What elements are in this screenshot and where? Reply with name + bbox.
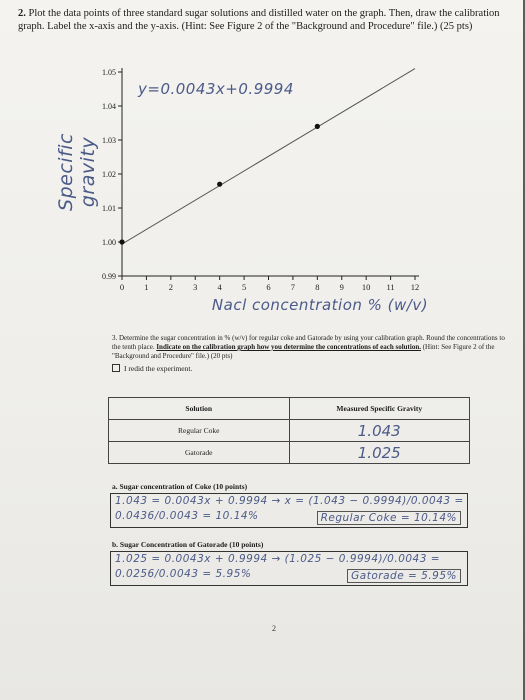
question-3-text: Determine the sugar concentration in % (… bbox=[112, 334, 505, 351]
part-b-final-answer: Gatorade = 5.95% bbox=[347, 569, 461, 583]
x-tick-label: 10 bbox=[362, 282, 371, 292]
y-tick-label: 1.02 bbox=[102, 170, 116, 179]
part-b-label: b. Sugar Concentration of Gatorade (10 p… bbox=[112, 540, 264, 549]
y-tick-labels: 0.99 1.00 1.01 1.02 1.03 1.04 1.05 bbox=[102, 68, 122, 281]
question-3-hint: (Hint: See Figure 2 of the "Background a… bbox=[112, 343, 495, 360]
part-b-answer-box: 1.025 = 0.0043x + 0.9994 → (1.025 − 0.99… bbox=[110, 551, 468, 586]
y-tick-label: 1.03 bbox=[102, 136, 116, 145]
x-tick-label: 2 bbox=[169, 282, 173, 292]
handwritten-x-axis-label: Nacl concentration % (w/v) bbox=[211, 296, 429, 314]
row-gravity: 1.043 bbox=[288, 419, 470, 442]
redid-checkbox-row[interactable]: I redid the experiment. bbox=[112, 364, 192, 373]
row-gravity: 1.025 bbox=[288, 441, 470, 464]
specific-gravity-table: Solution Measured Specific Gravity Regul… bbox=[108, 397, 470, 464]
handwritten-y-axis-label: Specific gravity bbox=[55, 133, 99, 211]
data-point bbox=[119, 239, 125, 245]
part-a-final-answer: Regular Coke = 10.14% bbox=[316, 511, 461, 525]
part-a-line-1: 1.043 = 0.0043x + 0.9994 → x = (1.043 − … bbox=[115, 495, 464, 507]
y-tick-label: 1.00 bbox=[102, 238, 116, 247]
x-tick-label: 1 bbox=[144, 282, 148, 292]
redid-label: I redid the experiment. bbox=[124, 364, 193, 373]
question-2-number: 2. bbox=[18, 8, 26, 19]
question-3: 3. Determine the sugar concentration in … bbox=[112, 334, 512, 361]
checkbox-icon[interactable] bbox=[112, 364, 120, 372]
x-tick-label: 0 bbox=[120, 282, 124, 292]
question-3-number: 3. bbox=[112, 334, 118, 342]
y-tick-label: 1.04 bbox=[102, 102, 116, 111]
calibration-fit-line bbox=[121, 68, 416, 245]
x-tick-label: 7 bbox=[291, 282, 295, 292]
question-3-underlined: Indicate on the calibration graph how yo… bbox=[156, 343, 421, 351]
page-number: 2 bbox=[272, 624, 276, 633]
data-point bbox=[314, 123, 320, 129]
header-solution: Solution bbox=[108, 397, 290, 420]
x-tick-label: 6 bbox=[266, 282, 270, 292]
table-header-row: Solution Measured Specific Gravity bbox=[108, 397, 470, 420]
x-tick-label: 12 bbox=[411, 282, 420, 292]
handwritten-equation: y=0.0043x+0.9994 bbox=[138, 80, 294, 98]
part-a-line-2: 0.0436/0.0043 = 10.14% bbox=[115, 510, 259, 522]
question-2: 2. Plot the data points of three standar… bbox=[18, 8, 514, 33]
x-tick-label: 11 bbox=[386, 282, 394, 292]
part-a-label: a. Sugar concentration of Coke (10 point… bbox=[112, 482, 248, 491]
y-tick-label: 1.01 bbox=[102, 204, 116, 213]
row-solution: Gatorade bbox=[108, 441, 290, 464]
x-tick-label: 8 bbox=[315, 282, 319, 292]
x-tick-labels: 0 1 2 3 4 5 6 7 8 9 10 11 12 bbox=[120, 276, 419, 292]
x-tick-label: 4 bbox=[218, 282, 223, 292]
y-tick-label: 0.99 bbox=[102, 272, 116, 281]
question-2-text: Plot the data points of three standard s… bbox=[18, 8, 500, 32]
header-gravity: Measured Specific Gravity bbox=[288, 397, 470, 420]
part-b-line-1: 1.025 = 0.0043x + 0.9994 → (1.025 − 0.99… bbox=[115, 553, 441, 565]
x-tick-label: 3 bbox=[193, 282, 197, 292]
x-tick-label: 9 bbox=[340, 282, 344, 292]
fit-line-group bbox=[121, 68, 416, 245]
graph-axes bbox=[121, 68, 419, 277]
data-point bbox=[217, 181, 223, 187]
part-b-line-2: 0.0256/0.0043 = 5.95% bbox=[115, 568, 252, 580]
row-solution: Regular Coke bbox=[108, 419, 290, 442]
data-points bbox=[119, 123, 320, 245]
y-tick-label: 1.05 bbox=[102, 68, 116, 77]
table-row: Regular Coke 1.043 bbox=[108, 419, 470, 442]
table-row: Gatorade 1.025 bbox=[108, 441, 470, 464]
part-a-answer-box: 1.043 = 0.0043x + 0.9994 → x = (1.043 − … bbox=[110, 493, 468, 528]
x-tick-label: 5 bbox=[242, 282, 246, 292]
